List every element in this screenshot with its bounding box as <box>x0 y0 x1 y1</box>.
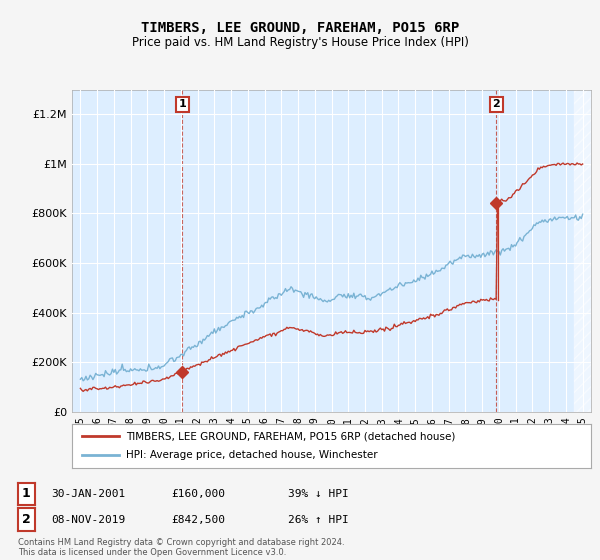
Text: TIMBERS, LEE GROUND, FAREHAM, PO15 6RP: TIMBERS, LEE GROUND, FAREHAM, PO15 6RP <box>141 21 459 35</box>
Text: 1: 1 <box>178 100 186 109</box>
Text: 08-NOV-2019: 08-NOV-2019 <box>51 515 125 525</box>
Text: £842,500: £842,500 <box>171 515 225 525</box>
Text: £160,000: £160,000 <box>171 489 225 499</box>
Text: 2: 2 <box>493 100 500 109</box>
Text: 26% ↑ HPI: 26% ↑ HPI <box>288 515 349 525</box>
Text: HPI: Average price, detached house, Winchester: HPI: Average price, detached house, Winc… <box>127 450 378 460</box>
Bar <box>574 90 591 412</box>
Text: 39% ↓ HPI: 39% ↓ HPI <box>288 489 349 499</box>
Text: 1: 1 <box>22 487 31 501</box>
Text: Price paid vs. HM Land Registry's House Price Index (HPI): Price paid vs. HM Land Registry's House … <box>131 36 469 49</box>
Text: Contains HM Land Registry data © Crown copyright and database right 2024.
This d: Contains HM Land Registry data © Crown c… <box>18 538 344 557</box>
Text: 2: 2 <box>22 513 31 526</box>
Text: 30-JAN-2001: 30-JAN-2001 <box>51 489 125 499</box>
Text: TIMBERS, LEE GROUND, FAREHAM, PO15 6RP (detached house): TIMBERS, LEE GROUND, FAREHAM, PO15 6RP (… <box>127 431 456 441</box>
